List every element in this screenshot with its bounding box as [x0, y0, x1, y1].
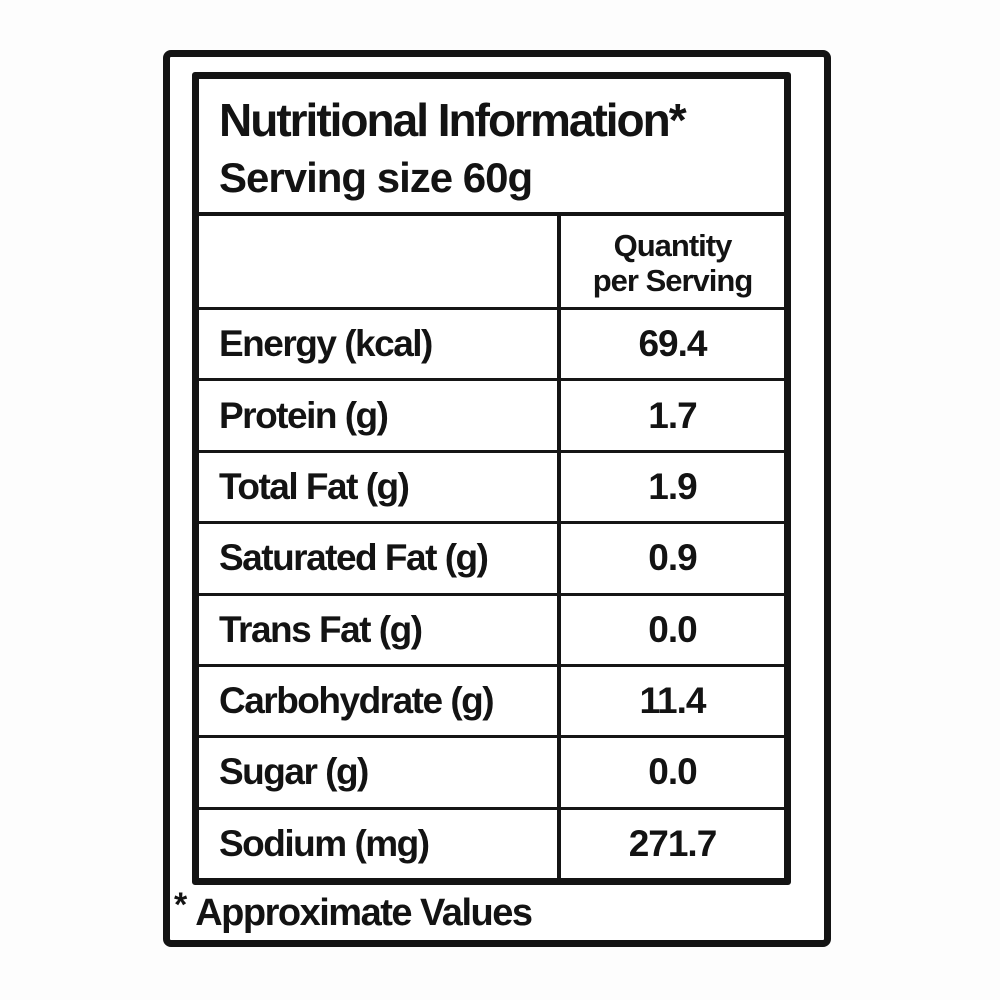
- column-header-line2: per Serving: [592, 262, 754, 298]
- table-row-total-fat: Total Fat (g) 1.9: [199, 449, 784, 522]
- nutrient-label: Carbohydrate (g): [219, 680, 495, 722]
- label-header: Nutritional Information* Serving size 60…: [199, 79, 784, 212]
- nutrient-label: Energy (kcal): [219, 323, 433, 365]
- serving-size: Serving size 60g: [219, 154, 533, 202]
- footnote-asterisk: *: [174, 885, 188, 924]
- table-row-sugar: Sugar (g) 0.0: [199, 735, 784, 807]
- nutrient-value: 69.4: [638, 323, 707, 365]
- column-header-nutrient-empty: [199, 216, 561, 307]
- table-row-saturated-fat: Saturated Fat (g) 0.9: [199, 521, 784, 593]
- nutrient-value: 271.7: [628, 822, 718, 864]
- column-header-line1: Quantity: [613, 227, 733, 263]
- table-row-trans-fat: Trans Fat (g) 0.0: [199, 592, 784, 664]
- label-title: Nutritional Information*: [219, 93, 687, 146]
- nutrient-label: Sugar (g): [219, 751, 369, 793]
- nutrient-label: Saturated Fat (g): [219, 537, 489, 579]
- nutrient-value: 11.4: [639, 680, 707, 722]
- column-header-quantity-label: Quantity per Serving: [592, 225, 754, 298]
- nutrient-label: Sodium (mg): [219, 822, 430, 864]
- nutrition-label: Nutritional Information* Serving size 60…: [163, 50, 831, 947]
- table-row-energy: Energy (kcal) 69.4: [199, 307, 784, 379]
- column-header-quantity: Quantity per Serving: [561, 216, 784, 307]
- nutrient-value: 0.0: [648, 751, 697, 793]
- nutrient-label: Total Fat (g): [219, 465, 410, 507]
- nutrient-value: 0.0: [648, 608, 697, 650]
- footnote-text: Approximate Values: [195, 891, 533, 934]
- nutrient-label: Trans Fat (g): [219, 608, 423, 650]
- table-row-carbohydrate: Carbohydrate (g) 11.4: [199, 663, 784, 736]
- table-row-sodium: Sodium (mg) 271.7: [199, 806, 784, 878]
- footnote: * Approximate Values: [174, 885, 794, 939]
- column-header-row: Quantity per Serving: [199, 212, 784, 307]
- nutrient-value: 1.9: [648, 465, 697, 507]
- nutrition-table: Quantity per Serving Energy (kcal) 69.4 …: [199, 212, 784, 878]
- nutrient-value: 0.9: [648, 537, 697, 579]
- table-row-protein: Protein (g) 1.7: [199, 378, 784, 450]
- nutrient-value: 1.7: [648, 394, 697, 436]
- nutrient-label: Protein (g): [219, 394, 389, 436]
- nutrition-table-box: Nutritional Information* Serving size 60…: [192, 72, 791, 885]
